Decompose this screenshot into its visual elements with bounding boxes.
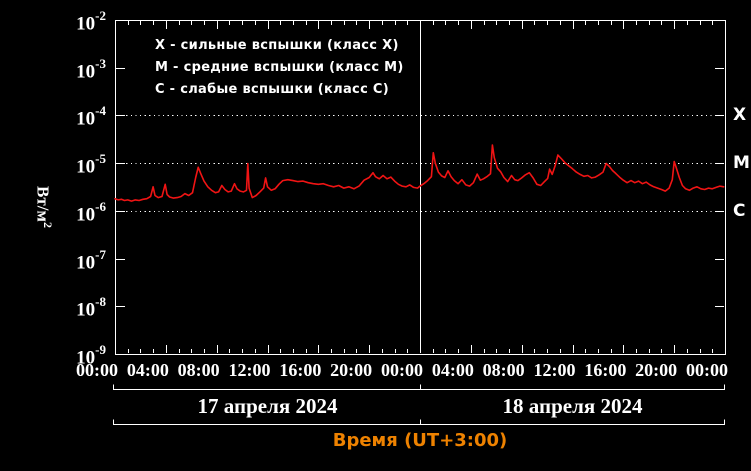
x-tick-label: 00:00 [76, 360, 118, 380]
y-tick-base: 10 [76, 347, 96, 369]
x-tick-label: 20:00 [635, 360, 678, 380]
y-tick-base: 10 [76, 13, 96, 35]
plot-border [115, 20, 726, 355]
flare-class-letter-c: C [733, 200, 746, 221]
y-tick-label: 10-8 [46, 294, 106, 320]
y-tick-exponent: -3 [95, 55, 106, 71]
flare-class-letter-m: M [733, 153, 750, 174]
x-tick-label: 16:00 [584, 360, 627, 380]
x-tick-label: 00:00 [686, 360, 728, 380]
y-tick-exponent: -9 [95, 342, 106, 357]
date-label-day2: 18 апреля 2024 [502, 394, 643, 418]
y-tick-label: 10-9 [46, 342, 106, 368]
y-tick-label: 10-6 [46, 199, 106, 225]
y-tick-exponent: -4 [95, 103, 106, 119]
x-tick-label: 16:00 [279, 360, 322, 380]
time-axis-bracket [113, 419, 725, 425]
y-tick-label: 10-5 [46, 151, 106, 177]
flare-class-letter-x: X [733, 105, 747, 126]
x-tick-label: 00:00 [381, 360, 423, 380]
y-tick-exponent: -7 [95, 246, 106, 262]
legend-item-m-class: M - средние вспышки (класс M) [155, 60, 404, 75]
x-tick-label: 12:00 [228, 360, 271, 380]
x-tick-label: 04:00 [126, 360, 169, 380]
xray-flux-curve [114, 144, 725, 202]
x-tick-label: 12:00 [533, 360, 576, 380]
y-tick-exponent: -5 [95, 151, 106, 167]
date-label-day1: 17 апреля 2024 [197, 394, 338, 418]
legend: X - сильные вспышки (класс X) M - средни… [155, 35, 404, 101]
y-tick-base: 10 [76, 61, 96, 83]
y-tick-label: 10-2 [46, 8, 106, 34]
y-tick-exponent: -6 [95, 198, 106, 214]
legend-item-c-class: C - слабые вспышки (класс C) [155, 82, 389, 97]
y-tick-base: 10 [76, 204, 96, 226]
x-tick-label: 04:00 [431, 360, 474, 380]
y-tick-exponent: -8 [95, 294, 106, 310]
date-bracket [113, 384, 725, 390]
y-tick-base: 10 [76, 299, 96, 321]
y-tick-base: 10 [76, 251, 96, 273]
x-tick-label: 20:00 [330, 360, 373, 380]
y-tick-exponent: -2 [95, 8, 106, 23]
x-tick-label: 08:00 [177, 360, 220, 380]
y-tick-base: 10 [76, 156, 96, 178]
x-axis-title: Время (UT+3:00) [332, 430, 508, 451]
y-tick-label: 10-3 [46, 56, 106, 82]
x-tick-label: 08:00 [482, 360, 525, 380]
y-tick-base: 10 [76, 108, 96, 130]
y-tick-label: 10-7 [46, 247, 106, 273]
y-tick-label: 10-4 [46, 103, 106, 129]
legend-item-x-class: X - сильные вспышки (класс X) [155, 38, 399, 53]
